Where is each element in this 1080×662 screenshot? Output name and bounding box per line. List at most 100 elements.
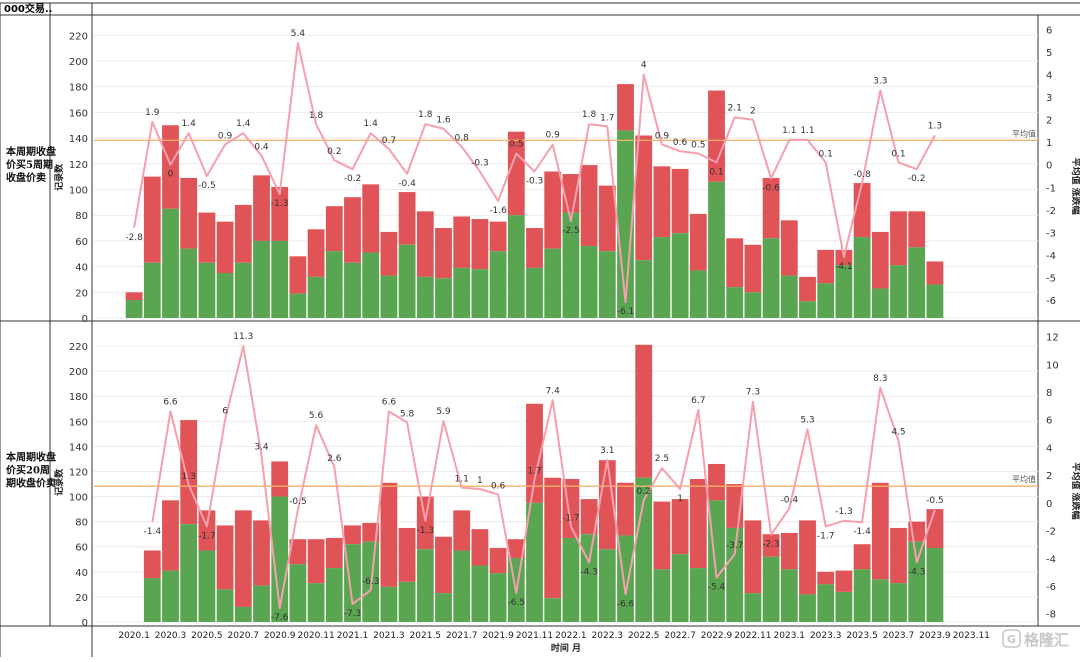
bar-green-segment bbox=[726, 527, 744, 622]
bar-series bbox=[125, 84, 944, 318]
data-label: 1.4 bbox=[236, 119, 251, 129]
bar-red-segment bbox=[307, 229, 325, 277]
data-label: -0.8 bbox=[853, 170, 871, 180]
row-label: 本周期收盘价买5周期收盘价卖 bbox=[6, 145, 56, 184]
data-label: -4.3 bbox=[908, 567, 926, 577]
bar-red-segment bbox=[617, 84, 634, 131]
y-tick-label: 60 bbox=[75, 543, 88, 554]
data-label: 5.3 bbox=[800, 415, 814, 425]
x-tick-label: 2022.5 bbox=[628, 631, 660, 641]
watermark-logo-glyph: G bbox=[1007, 633, 1016, 646]
data-label: 0.1 bbox=[709, 167, 723, 177]
bar-red-segment bbox=[708, 463, 725, 501]
bar-green-segment bbox=[780, 569, 798, 622]
y2-tick-label: 12 bbox=[1046, 333, 1059, 344]
data-label: 0.6 bbox=[491, 482, 506, 492]
bar-green-segment bbox=[489, 251, 507, 318]
x-tick-label: 2023.5 bbox=[846, 631, 878, 641]
bar-red-segment bbox=[635, 135, 653, 261]
bar-red-segment bbox=[435, 536, 452, 594]
bar-red-segment bbox=[180, 420, 198, 525]
data-label: -1.3 bbox=[417, 526, 435, 536]
data-label: -1.4 bbox=[144, 527, 162, 537]
data-label: 1.1 bbox=[455, 475, 469, 485]
data-label: 7.4 bbox=[546, 386, 561, 396]
bar-green-segment bbox=[799, 301, 816, 318]
data-label: 0.9 bbox=[546, 130, 561, 140]
watermark-logo-icon bbox=[1002, 629, 1021, 648]
bar-green-segment bbox=[471, 269, 489, 318]
data-label: 0.8 bbox=[455, 134, 470, 144]
x-tick-label: 2023.7 bbox=[883, 631, 915, 641]
bar-green-segment bbox=[890, 265, 907, 318]
data-label: 2 bbox=[750, 107, 756, 117]
bar-red-segment bbox=[708, 90, 725, 182]
bar-green-segment bbox=[598, 549, 616, 622]
bar-green-segment bbox=[544, 248, 562, 318]
left-axis: 0 20 40 60 80 100 120 140 160 180 200 220 记录数 bbox=[53, 342, 88, 629]
bar-green-segment bbox=[562, 537, 580, 622]
data-label: -1.7 bbox=[562, 513, 580, 523]
x-tick-label: 2021.11 bbox=[516, 631, 553, 641]
y-tick-label: 0 bbox=[82, 618, 88, 629]
bar-green-segment bbox=[890, 583, 907, 622]
y-tick-label: 40 bbox=[75, 263, 88, 274]
x-tick-label: 2023.9 bbox=[919, 631, 951, 641]
data-label: 0.2 bbox=[327, 147, 341, 157]
data-label: 6.6 bbox=[382, 397, 397, 407]
bar-green-segment bbox=[762, 238, 780, 318]
bar-red-segment bbox=[453, 216, 471, 268]
y2-tick-label: -3 bbox=[1046, 228, 1056, 239]
y2-axis-title: 平均值 涨跌幅 bbox=[1070, 158, 1080, 215]
bar-green-segment bbox=[435, 278, 452, 318]
x-axis-title: 时间 月 bbox=[551, 642, 581, 654]
data-label: 7.3 bbox=[746, 388, 760, 398]
y2-tick-label: -6 bbox=[1046, 582, 1056, 593]
bar-red-segment bbox=[598, 185, 616, 252]
x-tick-label: 2020.9 bbox=[264, 631, 296, 641]
data-label: 0.4 bbox=[254, 143, 269, 153]
y-tick-label: 100 bbox=[69, 185, 88, 196]
y2-tick-label: -2 bbox=[1046, 206, 1056, 217]
bar-green-segment bbox=[562, 212, 580, 318]
left-axis: 0 20 40 60 80 100 120 140 160 180 200 220 记录数 bbox=[53, 31, 88, 325]
bar-green-segment bbox=[162, 208, 179, 318]
y-tick-label: 140 bbox=[69, 134, 88, 145]
bar-red-segment bbox=[253, 520, 270, 586]
bar-red-segment bbox=[817, 571, 835, 585]
bar-red-segment bbox=[216, 221, 234, 274]
y-tick-label: 140 bbox=[69, 442, 88, 453]
y-tick-label: 80 bbox=[75, 211, 88, 222]
y-tick-label: 120 bbox=[69, 467, 88, 478]
bar-green-segment bbox=[507, 215, 525, 318]
bar-red-segment bbox=[689, 479, 707, 569]
panel-5-period: 本周期收盘价买5周期收盘价卖 平均值 020406080100120140160… bbox=[6, 26, 1080, 325]
data-label: 1 bbox=[477, 476, 483, 486]
bar-red-segment bbox=[198, 510, 216, 551]
bar-green-segment bbox=[416, 549, 434, 622]
bar-red-segment bbox=[380, 482, 398, 587]
bar-red-segment bbox=[890, 211, 907, 266]
data-label: 2.1 bbox=[728, 103, 742, 113]
bar-red-segment bbox=[799, 276, 816, 302]
data-label: -1.7 bbox=[817, 531, 835, 541]
bar-red-segment bbox=[143, 176, 161, 263]
y2-tick-label: 2 bbox=[1046, 116, 1052, 127]
bar-red-segment bbox=[143, 550, 161, 579]
y-tick-label: 160 bbox=[69, 417, 88, 428]
bar-red-segment bbox=[762, 177, 780, 239]
data-label: -1.3 bbox=[835, 507, 853, 517]
data-label: 0.5 bbox=[509, 139, 523, 149]
bar-green-segment bbox=[708, 181, 725, 318]
data-label: 1.9 bbox=[145, 108, 160, 118]
data-labels: -1.4 6.6 1.3 -1.7 6 11.3 3.4 -7.6 -0.5 5.6 2.6 -7.3… bbox=[144, 332, 944, 623]
bar-red-segment bbox=[380, 231, 398, 276]
data-label: 0.5 bbox=[691, 140, 705, 150]
bar-red-segment bbox=[325, 206, 343, 252]
bar-green-segment bbox=[526, 502, 543, 622]
bar-green-segment bbox=[580, 534, 598, 622]
bar-red-segment bbox=[853, 544, 871, 570]
y-tick-label: 100 bbox=[69, 493, 88, 504]
bar-green-segment bbox=[817, 283, 835, 318]
bar-green-segment bbox=[835, 265, 853, 318]
